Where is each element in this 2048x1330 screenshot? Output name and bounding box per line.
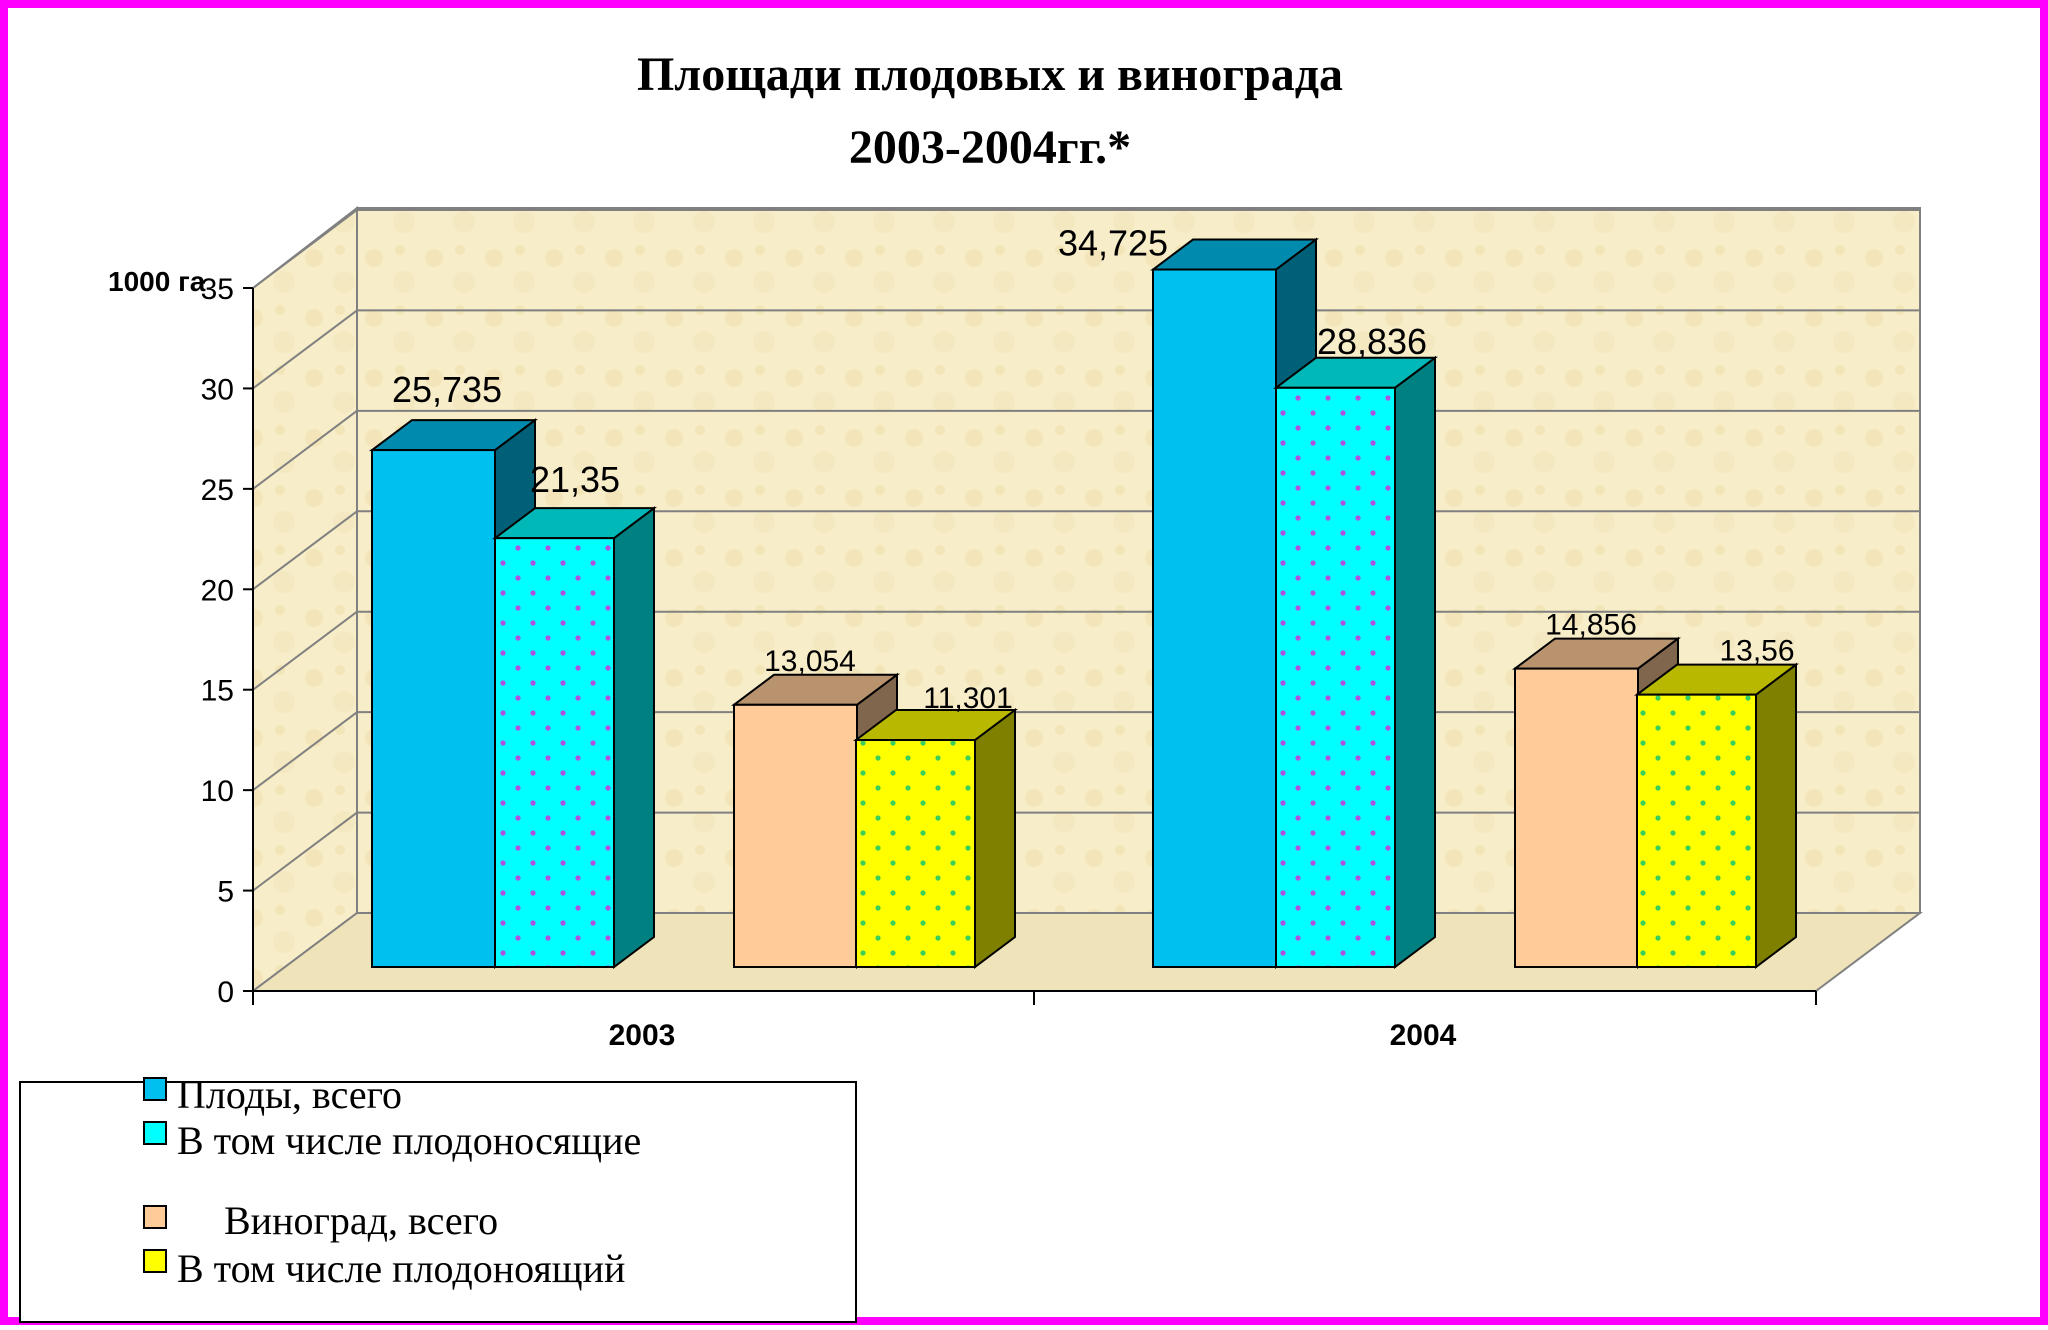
y-tick-label: 5 (217, 876, 234, 909)
gridline-side (252, 309, 358, 390)
legend-swatch-fruit-bearing (143, 1121, 167, 1145)
bar-front-face (1636, 693, 1757, 968)
value-label: 25,735 (392, 369, 502, 410)
y-axis-ticks: 0 5 10 15 20 25 30 35 (201, 273, 253, 1009)
x-category-label: 2004 (1390, 1019, 1457, 1052)
x-category-label: 2003 (609, 1019, 676, 1052)
value-labels: 25,735 21,35 13,054 11,301 34,725 28,836 14,85… (392, 223, 1795, 715)
bar-front-face (855, 739, 976, 969)
gridline-side (252, 209, 358, 289)
bar-2003-series-4 (853, 708, 1018, 969)
y-tick-label: 15 (201, 675, 234, 708)
bar-side-face (613, 506, 655, 969)
value-label: 34,725 (1058, 223, 1168, 264)
y-axis-label: 1000 га (108, 266, 206, 297)
legend-label-grape-total: Виноград, всего (224, 1198, 498, 1243)
gridline-side (252, 610, 358, 691)
gridline-side (252, 711, 358, 791)
gridline-side (252, 811, 358, 892)
legend-label-grape-bearing: В том числе плодоноящий (177, 1246, 625, 1291)
value-label: 21,35 (530, 459, 620, 500)
bar-2004-series-4 (1634, 662, 1799, 969)
bar-side-face (1755, 662, 1797, 969)
legend-label-fruit-bearing: В том числе плодоносящие (177, 1118, 641, 1163)
bar-front-face (1152, 268, 1277, 968)
legend: Плоды, всего В том числе плодоносящие Ви… (19, 1072, 857, 1323)
bar-front-face (1514, 667, 1639, 968)
value-label: 13,56 (1719, 635, 1794, 668)
legend-swatch-fruit-total (143, 1077, 167, 1101)
bars (369, 237, 1799, 969)
gridline-side (252, 510, 358, 591)
legend-swatch-grape-total (143, 1205, 167, 1229)
value-label: 14,856 (1545, 609, 1637, 642)
bar-front-face (494, 537, 615, 968)
value-label: 28,836 (1317, 321, 1427, 362)
y-tick-label: 0 (217, 976, 234, 1009)
legend-swatch-grape-bearing (143, 1249, 167, 1273)
chart-title-line-1: Площади плодовых и винограда (637, 48, 1343, 101)
y-tick-label: 20 (201, 574, 234, 607)
bar-front-face (733, 703, 858, 968)
bar-2003-series-2 (491, 506, 658, 969)
gridline-side (252, 410, 358, 490)
bar-side-face (974, 708, 1016, 969)
chart-title-line-2: 2003-2004гг.* (849, 121, 1131, 174)
x-axis-labels: 2003 2004 (609, 1019, 1457, 1052)
legend-label-fruit-total: Плоды, всего (177, 1072, 402, 1117)
y-tick-label: 25 (201, 474, 234, 507)
bar-side-face (1394, 355, 1436, 969)
y-tick-label: 35 (201, 273, 234, 306)
bar-2004-series-2 (1273, 355, 1438, 969)
value-label: 11,301 (923, 682, 1013, 715)
y-tick-label: 10 (201, 775, 234, 808)
bar-front-face (371, 449, 496, 969)
y-tick-label: 30 (201, 373, 234, 406)
bar-front-face (1275, 386, 1396, 968)
value-label: 13,054 (764, 645, 856, 678)
side-wall (252, 205, 358, 993)
